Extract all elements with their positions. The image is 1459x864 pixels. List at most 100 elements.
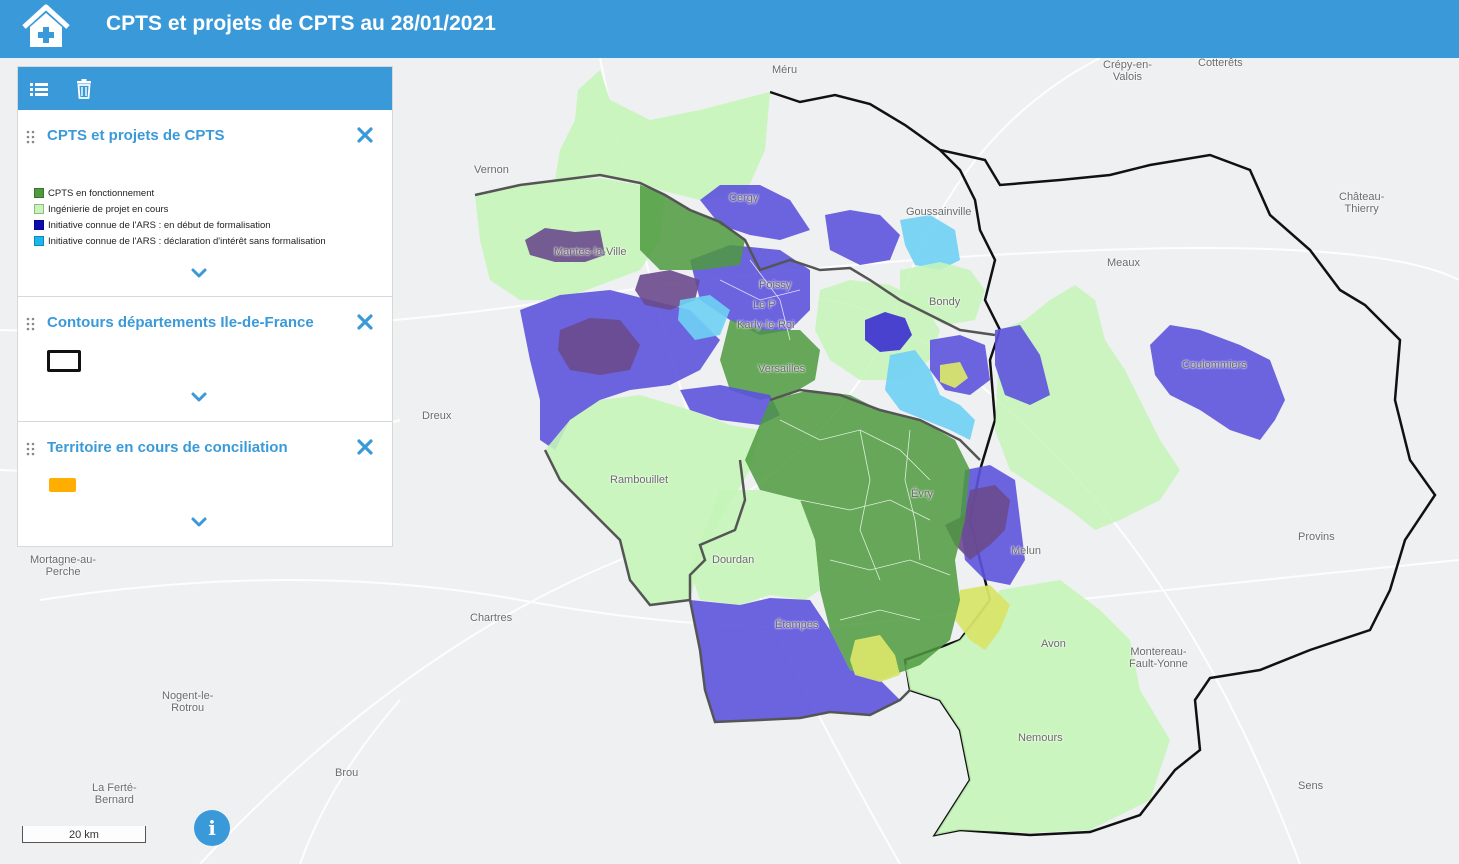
- place-label-cotterets: Cotterêts: [1198, 58, 1243, 69]
- layer-title: Contours départements Ile-de-France: [47, 314, 314, 331]
- close-icon[interactable]: [356, 126, 374, 144]
- place-label-goussainville: Goussainville: [906, 206, 972, 218]
- place-label-dreux: Dreux: [422, 410, 452, 422]
- list-icon: [30, 83, 48, 96]
- place-label-chartres: Chartres: [470, 612, 513, 624]
- legend-swatch: [34, 188, 44, 198]
- place-label-nogent-le-rotrou: Nogent-le- Rotrou: [162, 690, 214, 714]
- region-yvelines-purple: [558, 318, 640, 375]
- drag-handle-icon[interactable]: [26, 442, 36, 456]
- ile-de-france-outline: [474, 173, 996, 724]
- region-avon-nemours: [905, 580, 1170, 835]
- drag-handle-icon[interactable]: [26, 317, 36, 331]
- layer-territoire-conciliation: Territoire en cours de conciliation: [18, 422, 392, 546]
- place-label-evry: Évry: [911, 488, 933, 500]
- region-green-yvelines-north: [640, 185, 745, 270]
- place-label-cergy: Cergy: [729, 192, 759, 204]
- region-seine-et-marne-north: [995, 285, 1180, 530]
- region-conciliation-etampes: [850, 635, 900, 682]
- place-label-montereau-fault-yonne: Montereau- Fault-Yonne: [1129, 646, 1188, 670]
- chevron-down-icon[interactable]: [190, 266, 208, 278]
- legend-swatch: [34, 220, 44, 230]
- place-label-coulommiers: Coulommiers: [1182, 359, 1247, 371]
- place-label-avon: Avon: [1041, 638, 1066, 650]
- seine-et-marne-outline: [769, 90, 1437, 837]
- layer-cpts: CPTS et projets de CPTS CPTS en fonction…: [18, 110, 392, 297]
- layer-list-button[interactable]: [28, 77, 52, 101]
- place-label-le-pecq: Le P: [753, 299, 776, 311]
- app-header: CPTS et projets de CPTS au 28/01/2021: [0, 0, 1459, 58]
- legend-label: CPTS en fonctionnement: [48, 187, 155, 199]
- legend-list: CPTS en fonctionnement Ingénierie de pro…: [34, 185, 326, 249]
- place-label-versailles: Versailles: [758, 363, 806, 375]
- map-canvas[interactable]: [0, 58, 1459, 864]
- map[interactable]: Méru Crépy-en- Valois Cotterêts Vernon C…: [0, 58, 1459, 864]
- layer-title: Territoire en cours de conciliation: [47, 439, 288, 456]
- legend-item: Initiative connue de l'ARS : en début de…: [34, 217, 326, 233]
- region-conciliation-avon: [955, 585, 1010, 650]
- close-icon[interactable]: [356, 313, 374, 331]
- department-outline-symbol: [47, 350, 81, 372]
- place-label-mantes-la-ville: Mantes-la-Ville: [554, 246, 627, 258]
- place-label-rambouillet: Rambouillet: [610, 474, 669, 486]
- region-paris-blue: [865, 312, 912, 352]
- close-icon[interactable]: [356, 438, 374, 456]
- region-val-doise-west: [555, 70, 770, 200]
- commune-boundaries: [719, 259, 951, 621]
- place-label-chateau-thierry: Château- Thierry: [1339, 191, 1385, 215]
- place-label-la-ferte-bernard: La Ferté- Bernard: [92, 782, 137, 806]
- place-label-meru: Méru: [772, 64, 798, 76]
- region-rambouillet: [545, 395, 760, 605]
- region-yvelines-south-blue: [680, 385, 780, 425]
- home-button[interactable]: [20, 3, 72, 51]
- place-label-mortagne-au-perche: Mortagne-au- Perche: [30, 554, 97, 578]
- legend-item: Initiative connue de l'ARS : déclaration…: [34, 233, 326, 249]
- legend-swatch: [34, 204, 44, 214]
- region-petite-couronne-cyan: [885, 350, 975, 440]
- info-button[interactable]: i: [194, 810, 230, 846]
- region-seine-et-marne-east: [995, 325, 1050, 405]
- chevron-down-icon[interactable]: [190, 515, 208, 527]
- place-label-marly-le-roi: Karly-le-Roi: [737, 319, 795, 331]
- region-coulommiers: [1150, 325, 1285, 440]
- drag-handle-icon[interactable]: [26, 130, 36, 144]
- region-cyan-west: [678, 295, 730, 340]
- place-label-melun: Melun: [1011, 545, 1041, 557]
- place-label-vernon: Vernon: [474, 164, 509, 176]
- place-label-brou: Brou: [335, 767, 359, 779]
- clear-layers-button[interactable]: [72, 77, 96, 101]
- place-label-dourdan: Dourdan: [712, 554, 755, 566]
- place-label-poissy: Poissy: [759, 279, 792, 291]
- place-label-sens: Sens: [1298, 780, 1324, 792]
- place-label-crepy-en-valois: Crépy-en- Valois: [1103, 59, 1152, 83]
- region-essonne-green: [745, 390, 970, 680]
- layer-contours-departements: Contours départements Ile-de-France: [18, 297, 392, 422]
- region-mantes: [525, 228, 605, 262]
- place-label-bondy: Bondy: [929, 296, 961, 308]
- region-etampes: [690, 598, 900, 722]
- place-label-provins: Provins: [1298, 531, 1335, 543]
- legend-label: Initiative connue de l'ARS : en début de…: [48, 219, 271, 231]
- panel-toolbar: [18, 67, 392, 110]
- home-plus-icon: [22, 4, 70, 47]
- scale-bar: 20 km: [22, 826, 146, 843]
- region-goussainville-cyan: [900, 215, 960, 270]
- place-label-nemours: Nemours: [1018, 732, 1063, 744]
- legend-label: Initiative connue de l'ARS : déclaration…: [48, 235, 326, 247]
- place-label-meaux: Meaux: [1107, 257, 1141, 269]
- chevron-down-icon[interactable]: [190, 390, 208, 402]
- page-title: CPTS et projets de CPTS au 28/01/2021: [106, 12, 496, 35]
- region-melun-purple: [945, 485, 1010, 560]
- legend-item: Ingénierie de projet en cours: [34, 201, 326, 217]
- region-dourdan: [690, 490, 820, 605]
- trash-icon: [77, 79, 91, 99]
- legend-item: CPTS en fonctionnement: [34, 185, 326, 201]
- legend-label: Ingénierie de projet en cours: [48, 203, 169, 215]
- legend-panel: CPTS et projets de CPTS CPTS en fonction…: [17, 66, 393, 547]
- place-label-etampes: Étampes: [775, 619, 819, 631]
- region-versailles: [720, 320, 820, 400]
- region-goussainville: [825, 210, 900, 265]
- region-conciliation-east: [940, 362, 968, 388]
- layer-title: CPTS et projets de CPTS: [47, 127, 225, 144]
- conciliation-swatch: [49, 478, 76, 492]
